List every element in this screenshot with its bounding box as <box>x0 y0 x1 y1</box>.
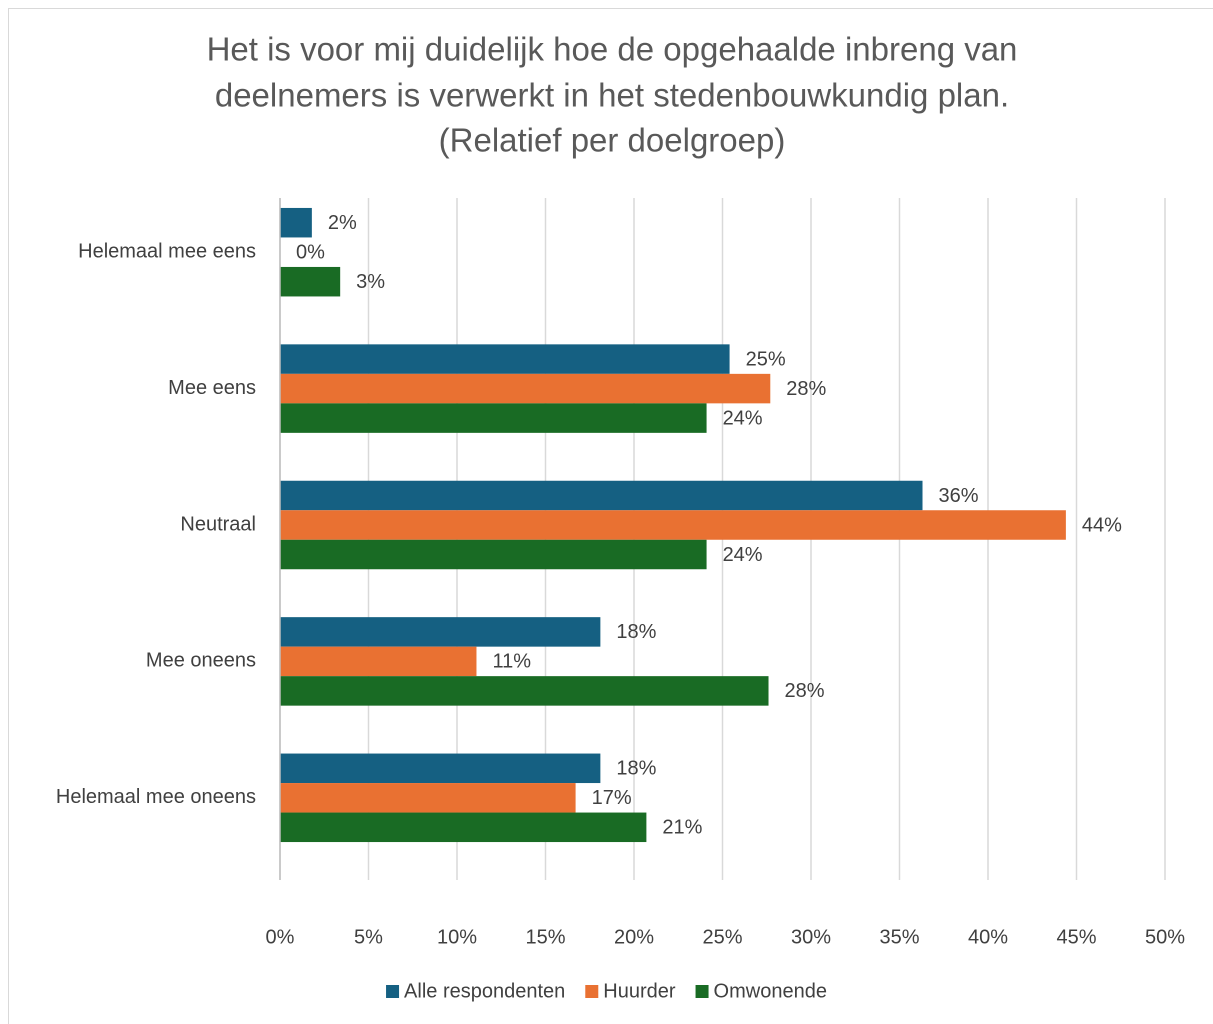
data-label: 44% <box>1082 514 1122 536</box>
bar <box>280 617 601 647</box>
data-label: 17% <box>592 787 632 809</box>
legend-swatch <box>695 985 709 998</box>
data-label: 0% <box>296 241 325 263</box>
legend-label: Omwonende <box>714 980 827 1002</box>
legend-swatch <box>386 985 400 998</box>
x-tick-label: 0% <box>266 926 295 948</box>
legend-swatch <box>585 985 599 998</box>
data-label: 25% <box>746 348 786 370</box>
bar <box>280 510 1066 540</box>
bar <box>280 753 601 784</box>
x-tick-label: 35% <box>879 926 919 948</box>
x-tick-label: 15% <box>525 926 565 948</box>
data-label: 28% <box>785 680 825 702</box>
data-label: 24% <box>723 407 763 429</box>
bar <box>280 207 312 238</box>
data-label: 21% <box>662 817 702 839</box>
y-tick-label: Neutraal <box>180 513 256 535</box>
y-tick-label: Helemaal mee eens <box>78 240 256 262</box>
data-label: 18% <box>616 758 656 780</box>
x-tick-label: 10% <box>437 926 477 948</box>
chart-title: Het is voor mij duidelijk hoe de opgehaa… <box>207 31 1018 68</box>
x-tick-label: 50% <box>1145 926 1185 948</box>
data-label: 36% <box>939 485 979 507</box>
legend-label: Alle respondenten <box>404 980 565 1002</box>
chart-title: deelnemers is verwerkt in het stedenbouw… <box>215 77 1009 114</box>
bar <box>280 783 576 813</box>
data-label: 3% <box>356 271 385 293</box>
data-label: 24% <box>723 544 763 566</box>
bar <box>280 676 769 706</box>
bar <box>280 266 341 297</box>
bar <box>280 403 707 433</box>
y-tick-label: Mee oneens <box>146 650 256 672</box>
x-tick-label: 45% <box>1056 926 1096 948</box>
x-tick-label: 30% <box>791 926 831 948</box>
bar <box>280 539 707 570</box>
data-label: 18% <box>616 621 656 643</box>
bar <box>280 646 477 677</box>
x-tick-label: 5% <box>354 926 383 948</box>
data-label: 2% <box>328 212 357 234</box>
data-label: 28% <box>786 378 826 400</box>
bar <box>280 344 730 374</box>
x-tick-label: 20% <box>614 926 654 948</box>
chart-title: (Relatief per doelgroep) <box>439 122 786 159</box>
bar <box>280 480 923 511</box>
bar <box>280 812 647 843</box>
legend-label: Huurder <box>603 980 676 1002</box>
y-tick-label: Mee eens <box>168 377 256 399</box>
bar <box>280 373 771 404</box>
y-tick-label: Helemaal mee oneens <box>56 786 256 808</box>
x-tick-label: 40% <box>968 926 1008 948</box>
data-label: 11% <box>492 651 531 673</box>
x-tick-label: 25% <box>702 926 742 948</box>
